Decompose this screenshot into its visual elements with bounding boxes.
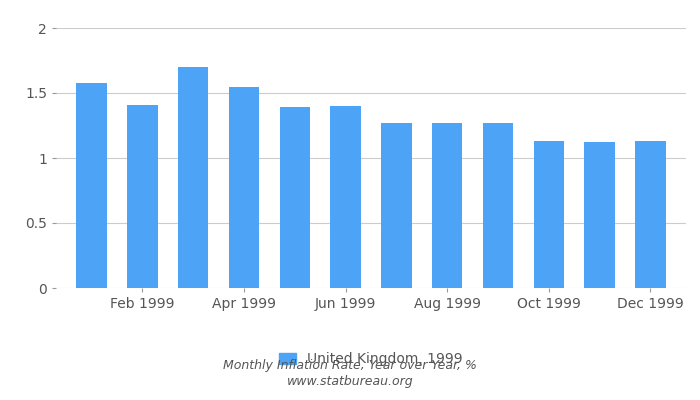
Bar [178, 67, 209, 288]
Text: www.statbureau.org: www.statbureau.org [287, 376, 413, 388]
Bar [229, 86, 259, 288]
Bar [279, 107, 310, 288]
Bar [584, 142, 615, 288]
Text: Monthly Inflation Rate, Year over Year, %: Monthly Inflation Rate, Year over Year, … [223, 360, 477, 372]
Bar [533, 141, 564, 288]
Bar [76, 82, 107, 288]
Legend: United Kingdom, 1999: United Kingdom, 1999 [279, 352, 463, 366]
Bar [382, 123, 412, 288]
Bar [483, 123, 513, 288]
Bar [635, 141, 666, 288]
Bar [127, 105, 158, 288]
Bar [330, 106, 360, 288]
Bar [432, 123, 463, 288]
